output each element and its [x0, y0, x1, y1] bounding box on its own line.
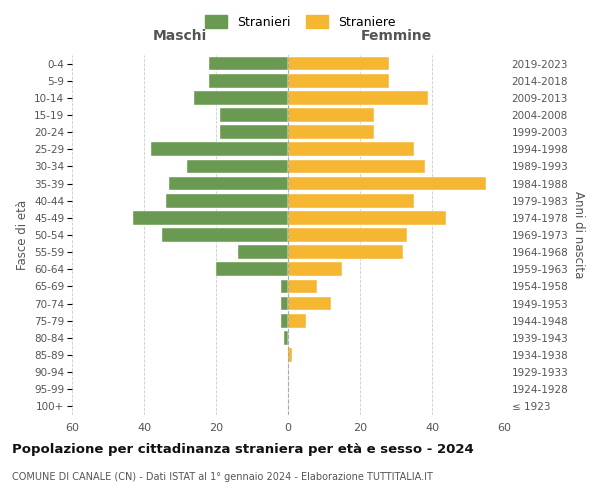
Bar [288, 228, 407, 242]
Bar [288, 296, 331, 310]
Bar [288, 108, 374, 122]
Bar [288, 160, 425, 173]
Bar [281, 296, 288, 310]
Y-axis label: Fasce di età: Fasce di età [16, 200, 29, 270]
Bar [288, 262, 342, 276]
Text: Popolazione per cittadinanza straniera per età e sesso - 2024: Popolazione per cittadinanza straniera p… [12, 442, 474, 456]
Bar [288, 142, 414, 156]
Bar [238, 246, 288, 259]
Bar [209, 56, 288, 70]
Bar [220, 126, 288, 139]
Bar [187, 160, 288, 173]
Text: Femmine: Femmine [361, 29, 431, 43]
Bar [288, 348, 292, 362]
Bar [288, 280, 317, 293]
Bar [209, 74, 288, 88]
Bar [281, 314, 288, 328]
Bar [216, 262, 288, 276]
Legend: Stranieri, Straniere: Stranieri, Straniere [201, 11, 399, 32]
Bar [288, 211, 446, 224]
Bar [288, 126, 374, 139]
Bar [288, 74, 389, 88]
Y-axis label: Anni di nascita: Anni di nascita [572, 192, 585, 278]
Bar [288, 91, 428, 104]
Bar [288, 246, 403, 259]
Bar [194, 91, 288, 104]
Bar [288, 194, 414, 207]
Bar [166, 194, 288, 207]
Bar [169, 176, 288, 190]
Bar [288, 314, 306, 328]
Text: Maschi: Maschi [153, 29, 207, 43]
Bar [288, 56, 389, 70]
Bar [151, 142, 288, 156]
Bar [162, 228, 288, 242]
Bar [133, 211, 288, 224]
Bar [281, 280, 288, 293]
Bar [284, 331, 288, 344]
Text: COMUNE DI CANALE (CN) - Dati ISTAT al 1° gennaio 2024 - Elaborazione TUTTITALIA.: COMUNE DI CANALE (CN) - Dati ISTAT al 1°… [12, 472, 433, 482]
Bar [288, 176, 486, 190]
Bar [220, 108, 288, 122]
